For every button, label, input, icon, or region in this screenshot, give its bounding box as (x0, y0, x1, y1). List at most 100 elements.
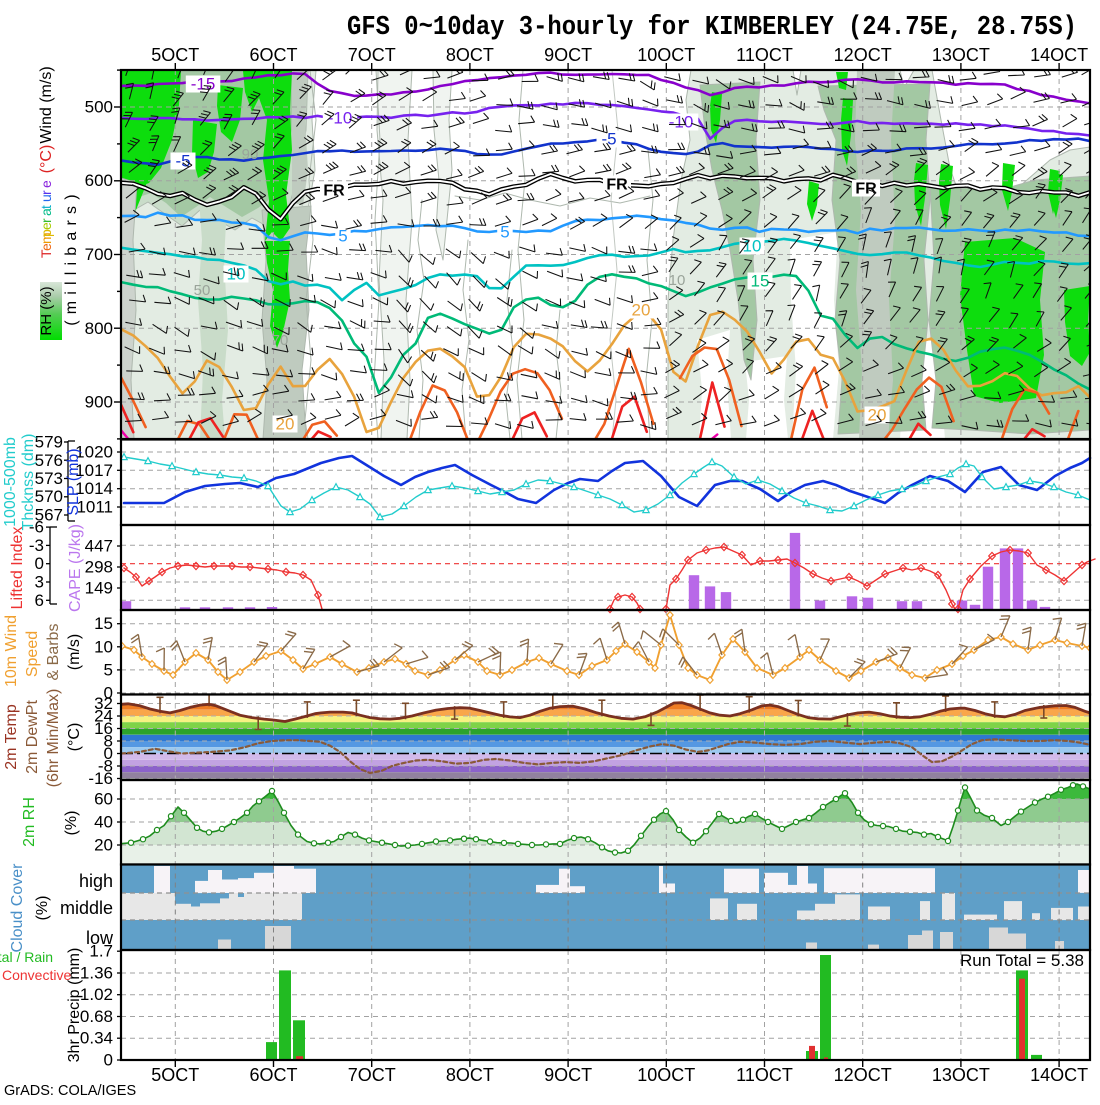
svg-text:24: 24 (94, 707, 113, 726)
svg-text:middle: middle (60, 898, 113, 918)
svg-text:8OCT: 8OCT (446, 45, 494, 65)
svg-text:567: 567 (35, 506, 63, 525)
svg-text:5: 5 (104, 660, 113, 679)
svg-text:1020: 1020 (75, 443, 113, 462)
svg-text:10: 10 (94, 637, 113, 656)
svg-text:Thcknss (dm): Thcknss (dm) (20, 434, 37, 531)
svg-text:low: low (86, 928, 114, 948)
svg-text:576: 576 (35, 451, 63, 470)
svg-text:(6hr Min/Max): (6hr Min/Max) (45, 689, 62, 788)
svg-text:0: 0 (104, 1051, 113, 1070)
svg-text:9OCT: 9OCT (544, 45, 592, 65)
svg-text:0.34: 0.34 (80, 1029, 113, 1048)
svg-text:9OCT: 9OCT (544, 1065, 592, 1085)
svg-text:-16: -16 (88, 769, 113, 788)
svg-text:10: 10 (227, 265, 246, 284)
svg-text:3hr Precip (mm): 3hr Precip (mm) (66, 948, 83, 1063)
svg-text:FR: FR (323, 183, 345, 200)
svg-text:20: 20 (276, 415, 295, 434)
svg-text:573: 573 (35, 469, 63, 488)
svg-text:Speed: Speed (24, 631, 41, 677)
svg-text:1000-500mb: 1000-500mb (2, 437, 19, 527)
svg-text:FR: FR (855, 181, 877, 198)
svg-text:10OCT: 10OCT (637, 45, 695, 65)
svg-text:15: 15 (751, 272, 770, 291)
svg-text:2m Temp: 2m Temp (3, 704, 20, 770)
svg-text:3: 3 (35, 573, 44, 592)
svg-text:90: 90 (242, 146, 259, 163)
svg-text:600: 600 (85, 171, 113, 190)
svg-text:0: 0 (104, 684, 113, 703)
svg-text:0: 0 (104, 744, 113, 763)
svg-text:-8: -8 (98, 757, 113, 776)
svg-text:1.7: 1.7 (89, 942, 113, 961)
svg-text:u: u (38, 194, 54, 202)
svg-text:5: 5 (338, 227, 347, 246)
svg-text:60: 60 (94, 790, 113, 809)
svg-text:0: 0 (35, 554, 44, 573)
svg-text:e: e (38, 222, 54, 230)
svg-text:0.68: 0.68 (80, 1007, 113, 1026)
svg-text:(m/s): (m/s) (66, 634, 83, 670)
svg-text:14OCT: 14OCT (1030, 1065, 1088, 1085)
svg-text:(%): (%) (63, 811, 80, 836)
svg-text:-10: -10 (328, 109, 353, 128)
svg-text:Total / Rain: Total / Rain (0, 949, 53, 965)
svg-text:m: m (38, 232, 54, 244)
svg-text:-15: -15 (191, 75, 216, 94)
svg-text:579: 579 (35, 433, 63, 452)
svg-text:1.02: 1.02 (80, 985, 113, 1004)
svg-text:a: a (38, 208, 54, 216)
svg-text:447: 447 (85, 537, 113, 556)
svg-text:5OCT: 5OCT (151, 1065, 199, 1085)
svg-text:20: 20 (94, 836, 113, 855)
svg-text:1014: 1014 (75, 479, 113, 498)
svg-text:Run Total = 5.38: Run Total = 5.38 (960, 951, 1084, 970)
svg-text:-5: -5 (601, 130, 616, 149)
svg-text:15: 15 (94, 614, 113, 633)
svg-text:20: 20 (868, 406, 887, 425)
svg-text:5OCT: 5OCT (151, 45, 199, 65)
svg-text:7OCT: 7OCT (348, 1065, 396, 1085)
svg-text:1.36: 1.36 (80, 964, 113, 983)
svg-text:SLP (mb): SLP (mb) (65, 448, 82, 515)
svg-text:p: p (38, 229, 54, 237)
svg-text:6OCT: 6OCT (249, 1065, 297, 1085)
svg-text:11OCT: 11OCT (736, 45, 793, 65)
svg-text:GrADS: COLA/IGES: GrADS: COLA/IGES (4, 1083, 136, 1099)
svg-text:900: 900 (85, 393, 113, 412)
svg-text:(%): (%) (34, 896, 51, 921)
svg-text:GFS 0~10day 3-hourly for KIMBE: GFS 0~10day 3-hourly for KIMBERLEY (24.7… (347, 13, 1077, 43)
svg-text:e: e (38, 243, 54, 251)
svg-text:& Barbs: & Barbs (45, 624, 62, 681)
svg-text:r: r (38, 218, 54, 223)
svg-text:13OCT: 13OCT (932, 1065, 990, 1085)
svg-text:(°C): (°C) (66, 723, 83, 752)
svg-text:20: 20 (632, 301, 651, 320)
svg-text:570: 570 (35, 487, 63, 506)
svg-text:RH (%): RH (%) (38, 286, 55, 335)
svg-text:CAPE (J/kg): CAPE (J/kg) (67, 524, 84, 612)
svg-text:8OCT: 8OCT (446, 1065, 494, 1085)
svg-text:Wind (m/s): Wind (m/s) (38, 66, 55, 143)
svg-text:16: 16 (94, 719, 113, 738)
svg-text:7OCT: 7OCT (348, 45, 396, 65)
svg-text:70: 70 (272, 332, 289, 349)
svg-text:2m RH: 2m RH (21, 797, 38, 847)
svg-text:-10: -10 (669, 113, 694, 132)
svg-text:14OCT: 14OCT (1030, 45, 1088, 65)
svg-text:6: 6 (35, 591, 44, 610)
svg-text:-6: -6 (29, 518, 44, 537)
svg-text:t: t (38, 205, 54, 209)
svg-text:e: e (38, 180, 54, 188)
svg-text:12OCT: 12OCT (834, 45, 892, 65)
svg-text:13OCT: 13OCT (932, 45, 990, 65)
svg-text:(millibars): (millibars) (63, 188, 80, 326)
svg-text:8: 8 (104, 732, 113, 751)
svg-text:12OCT: 12OCT (834, 1065, 892, 1085)
svg-text:Lifted Index: Lifted Index (9, 527, 26, 610)
svg-text:40: 40 (94, 813, 113, 832)
svg-text:FR: FR (606, 177, 628, 194)
svg-text:1017: 1017 (75, 461, 113, 480)
svg-text:10: 10 (669, 272, 686, 289)
